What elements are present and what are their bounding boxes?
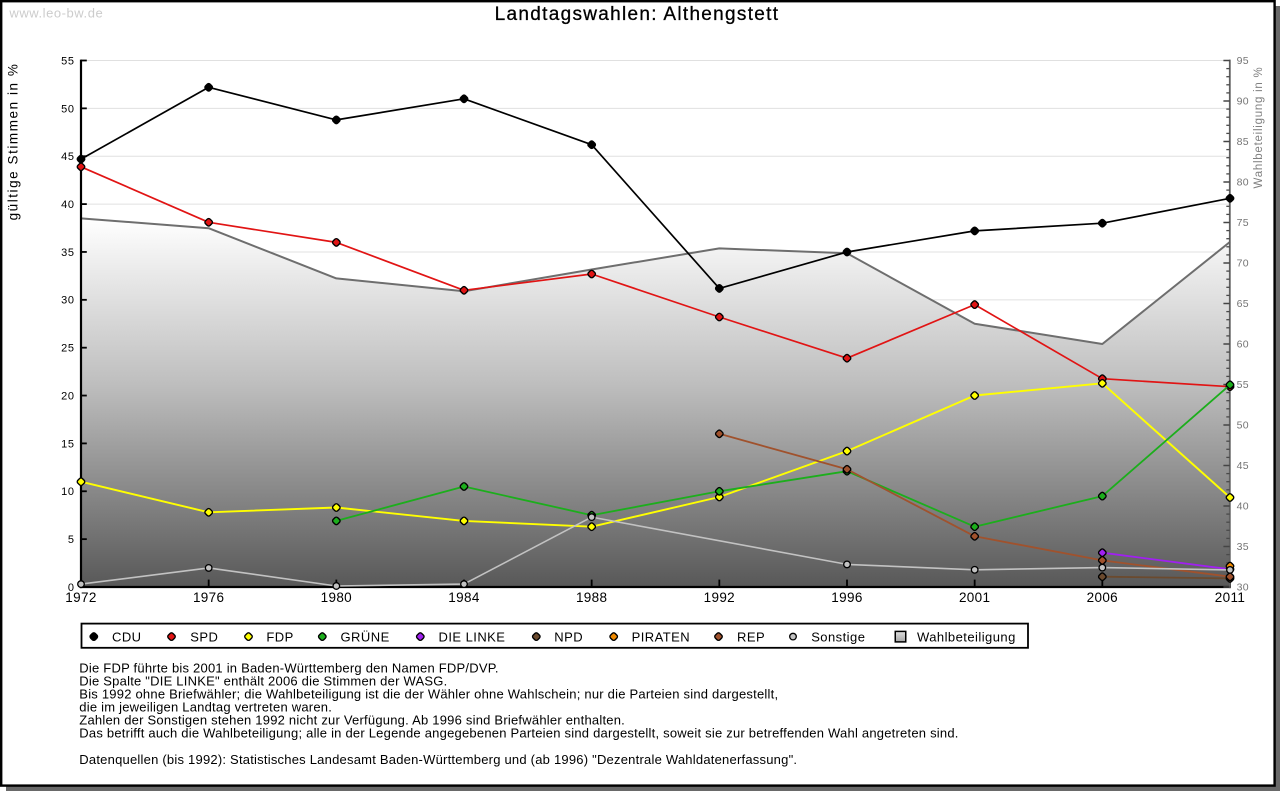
svg-text:Das betrifft auch die Wahlbete: Das betrifft auch die Wahlbeteiligung; a… xyxy=(79,726,958,741)
svg-text:CDU: CDU xyxy=(112,629,142,644)
svg-text:www.leo-bw.de: www.leo-bw.de xyxy=(8,5,103,20)
svg-text:2006: 2006 xyxy=(1087,590,1118,605)
svg-text:55: 55 xyxy=(61,55,74,67)
svg-text:40: 40 xyxy=(1237,501,1249,513)
svg-text:die im jeweiligen Landtag vert: die im jeweiligen Landtag vertreten ware… xyxy=(79,700,332,715)
svg-text:FDP: FDP xyxy=(266,629,293,644)
svg-text:1972: 1972 xyxy=(65,590,96,605)
svg-text:2001: 2001 xyxy=(959,590,990,605)
svg-text:Die FDP führte bis 2001 in Bad: Die FDP führte bis 2001 in Baden-Württem… xyxy=(79,661,498,676)
svg-text:30: 30 xyxy=(61,295,74,307)
svg-text:75: 75 xyxy=(1237,217,1249,229)
svg-text:DIE LINKE: DIE LINKE xyxy=(439,629,506,644)
svg-text:70: 70 xyxy=(1237,258,1249,270)
svg-text:90: 90 xyxy=(1237,96,1249,108)
svg-text:10: 10 xyxy=(61,486,74,498)
svg-text:Bis 1992 ohne Briefwähler; die: Bis 1992 ohne Briefwähler; die Wahlbetei… xyxy=(79,687,778,702)
svg-text:Wahlbeteiligung in %: Wahlbeteiligung in % xyxy=(1253,67,1265,189)
svg-text:30: 30 xyxy=(1237,582,1249,594)
svg-text:2011: 2011 xyxy=(1215,590,1245,605)
svg-text:1992: 1992 xyxy=(704,590,735,605)
svg-text:Zahlen der Sonstigen stehen 19: Zahlen der Sonstigen stehen 1992 nicht z… xyxy=(79,713,625,728)
svg-text:Die Spalte "DIE LINKE" enthält: Die Spalte "DIE LINKE" enthält 2006 die … xyxy=(79,674,447,689)
svg-text:15: 15 xyxy=(61,438,74,450)
svg-text:NPD: NPD xyxy=(554,629,583,644)
svg-text:1988: 1988 xyxy=(576,590,607,605)
svg-text:50: 50 xyxy=(61,103,74,115)
svg-text:40: 40 xyxy=(61,199,74,211)
svg-text:45: 45 xyxy=(61,151,74,163)
svg-text:80: 80 xyxy=(1237,177,1249,189)
svg-text:Sonstige: Sonstige xyxy=(811,629,865,644)
svg-text:gültige Stimmen in %: gültige Stimmen in % xyxy=(5,63,20,221)
svg-text:1980: 1980 xyxy=(321,590,352,605)
svg-text:50: 50 xyxy=(1237,420,1249,432)
svg-text:45: 45 xyxy=(1237,460,1249,472)
svg-text:5: 5 xyxy=(68,534,75,546)
svg-text:SPD: SPD xyxy=(190,629,218,644)
svg-text:85: 85 xyxy=(1237,136,1249,148)
svg-text:Landtagswahlen: Althengstett: Landtagswahlen: Althengstett xyxy=(495,4,780,25)
svg-text:60: 60 xyxy=(1237,339,1249,351)
svg-text:PIRATEN: PIRATEN xyxy=(632,629,691,644)
svg-text:20: 20 xyxy=(61,390,74,402)
svg-text:Wahlbeteiligung: Wahlbeteiligung xyxy=(917,629,1016,644)
svg-text:95: 95 xyxy=(1237,55,1249,67)
svg-text:1996: 1996 xyxy=(831,590,862,605)
svg-text:35: 35 xyxy=(1237,541,1249,553)
svg-text:25: 25 xyxy=(61,343,74,355)
svg-text:65: 65 xyxy=(1237,298,1249,310)
svg-text:55: 55 xyxy=(1237,379,1249,391)
svg-text:35: 35 xyxy=(61,247,74,259)
svg-text:1984: 1984 xyxy=(448,590,480,605)
svg-text:REP: REP xyxy=(737,629,765,644)
svg-text:GRÜNE: GRÜNE xyxy=(341,629,390,644)
svg-text:Datenquellen (bis 1992): Stati: Datenquellen (bis 1992): Statistisches L… xyxy=(79,752,797,767)
svg-text:1976: 1976 xyxy=(193,590,224,605)
svg-text:0: 0 xyxy=(68,582,75,594)
